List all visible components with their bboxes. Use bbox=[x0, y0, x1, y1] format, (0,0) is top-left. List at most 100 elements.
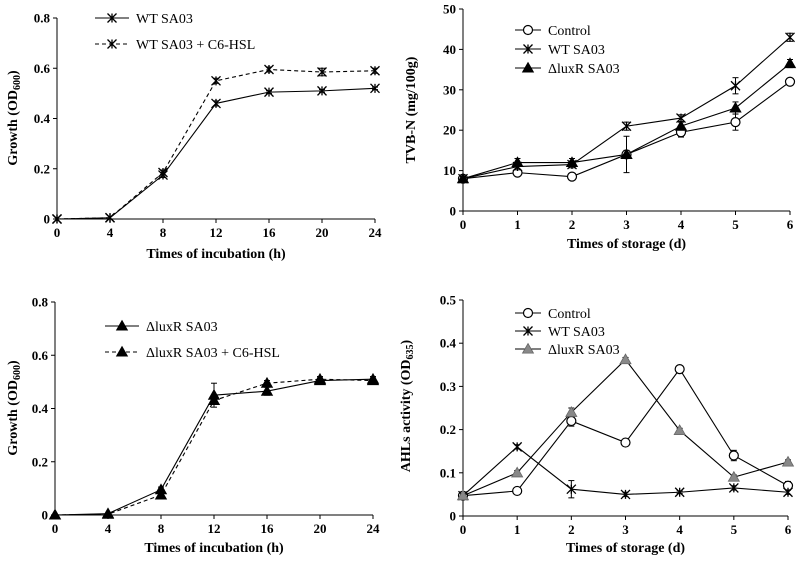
data-point bbox=[620, 148, 633, 159]
data-point bbox=[730, 80, 741, 91]
legend-label: ΔluxR SA03 + C6-HSL bbox=[146, 346, 280, 361]
x-tick-label: 16 bbox=[263, 225, 277, 240]
legend-marker bbox=[115, 319, 129, 331]
data-point bbox=[105, 212, 115, 223]
x-tick-label: 4 bbox=[678, 217, 685, 232]
data-point bbox=[370, 65, 380, 76]
data-point bbox=[366, 374, 380, 386]
data-point bbox=[211, 75, 221, 86]
legend: WT SA03 WT SA03 + C6-HSL bbox=[95, 12, 255, 53]
legend-label: WT SA03 bbox=[548, 43, 605, 58]
data-point bbox=[566, 171, 578, 182]
x-tick-label: 2 bbox=[569, 217, 576, 232]
x-tick-label: 24 bbox=[367, 521, 381, 536]
y-tick-label: 0.1 bbox=[440, 465, 456, 480]
y-tick-label: 10 bbox=[443, 163, 456, 178]
y-tick-label: 0 bbox=[44, 212, 51, 227]
data-point bbox=[566, 415, 577, 427]
data-point bbox=[512, 485, 523, 497]
legend-label: WT SA03 bbox=[136, 12, 193, 27]
x-tick-label: 20 bbox=[314, 521, 327, 536]
y-tick-label: 0 bbox=[450, 509, 457, 524]
x-tick-label: 6 bbox=[785, 522, 792, 537]
data-point bbox=[456, 489, 470, 501]
x-tick-label: 2 bbox=[568, 522, 575, 537]
series-line bbox=[462, 446, 789, 497]
x-tick-label: 12 bbox=[210, 225, 223, 240]
y-axis-label: AHLs activity (OD635) bbox=[399, 339, 416, 472]
data-point bbox=[673, 424, 686, 435]
x-tick-label: 3 bbox=[622, 522, 629, 537]
x-tick-label: 24 bbox=[369, 225, 383, 240]
y-tick-label: 30 bbox=[443, 82, 456, 97]
series-0 bbox=[457, 364, 794, 501]
data-point bbox=[674, 119, 688, 131]
x-tick-label: 0 bbox=[54, 225, 61, 240]
x-axis-label: Times of incubation (h) bbox=[146, 247, 286, 262]
data-point bbox=[566, 484, 577, 495]
data-point bbox=[784, 76, 796, 87]
data-point bbox=[620, 437, 631, 448]
chart-panel-bottom-left: 0 4 8 12 16 20 24 0 0.2 0.4 0.6 0.8 Times of incubat… bbox=[6, 295, 380, 557]
y-tick-label: 0.2 bbox=[34, 161, 50, 176]
x-tick-label: 0 bbox=[460, 522, 467, 537]
x-tick-label: 4 bbox=[107, 225, 114, 240]
legend: Control WT SA03 ΔluxR SA03 bbox=[515, 307, 620, 358]
series-1 bbox=[458, 441, 793, 501]
data-point bbox=[101, 507, 115, 519]
data-point bbox=[317, 67, 327, 77]
x-tick-label: 4 bbox=[676, 522, 683, 537]
data-point bbox=[264, 64, 274, 75]
series-1 bbox=[52, 64, 380, 224]
series-2 bbox=[456, 353, 795, 501]
legend: Control WT SA03 ΔluxR SA03 bbox=[515, 24, 620, 77]
data-point bbox=[728, 450, 739, 461]
x-tick-label: 0 bbox=[52, 521, 59, 536]
x-tick-label: 6 bbox=[787, 217, 794, 232]
legend-label: ΔluxR SA03 bbox=[548, 343, 620, 358]
data-point bbox=[260, 376, 274, 388]
data-point bbox=[783, 57, 797, 69]
series-line bbox=[56, 87, 376, 220]
y-tick-label: 0.6 bbox=[34, 61, 51, 76]
data-point bbox=[674, 364, 685, 375]
series-0 bbox=[52, 83, 380, 224]
data-point bbox=[260, 384, 274, 396]
x-tick-label: 8 bbox=[160, 225, 167, 240]
data-point bbox=[158, 167, 168, 178]
data-point bbox=[264, 87, 274, 98]
y-tick-label: 0.5 bbox=[440, 293, 457, 308]
x-tick-label: 12 bbox=[208, 521, 221, 536]
legend: ΔluxR SA03 ΔluxR SA03 + C6-HSL bbox=[105, 319, 280, 361]
y-tick-label: 0.4 bbox=[440, 336, 457, 351]
y-tick-label: 0 bbox=[42, 508, 49, 523]
x-axis-label: Times of incubation (h) bbox=[144, 541, 284, 556]
data-point bbox=[620, 489, 631, 500]
chart-panel-bottom-right: 0 1 2 3 4 5 6 0 0.1 0.2 0.3 0.4 0.5 Times of storage … bbox=[399, 293, 795, 556]
data-point bbox=[565, 406, 578, 417]
x-axis-label: Times of storage (d) bbox=[567, 237, 686, 252]
y-tick-label: 0.8 bbox=[32, 295, 49, 310]
y-tick-label: 0.4 bbox=[32, 401, 49, 416]
chart-panel-top-left: 0 4 8 12 16 20 24 0 0.2 0.4 0.6 0.8 Times of incubat… bbox=[6, 11, 382, 263]
legend-label: WT SA03 + C6-HSL bbox=[136, 38, 255, 53]
data-point bbox=[313, 372, 327, 384]
legend-marker bbox=[522, 307, 534, 319]
legend-marker bbox=[523, 44, 533, 54]
y-tick-label: 0.3 bbox=[440, 379, 457, 394]
data-point bbox=[621, 121, 632, 132]
data-point bbox=[511, 156, 524, 168]
legend-label: ΔluxR SA03 bbox=[146, 320, 218, 335]
y-axis-label: Growth (OD600) bbox=[6, 360, 23, 456]
y-tick-label: 20 bbox=[443, 123, 456, 138]
y-tick-label: 0.8 bbox=[34, 11, 51, 26]
data-point bbox=[783, 487, 793, 498]
y-tick-label: 0.2 bbox=[32, 454, 48, 469]
series-line bbox=[56, 68, 376, 220]
data-point bbox=[370, 83, 380, 94]
legend-label: Control bbox=[548, 24, 591, 39]
data-point bbox=[317, 85, 327, 96]
data-point bbox=[728, 482, 739, 493]
x-tick-label: 8 bbox=[158, 521, 165, 536]
